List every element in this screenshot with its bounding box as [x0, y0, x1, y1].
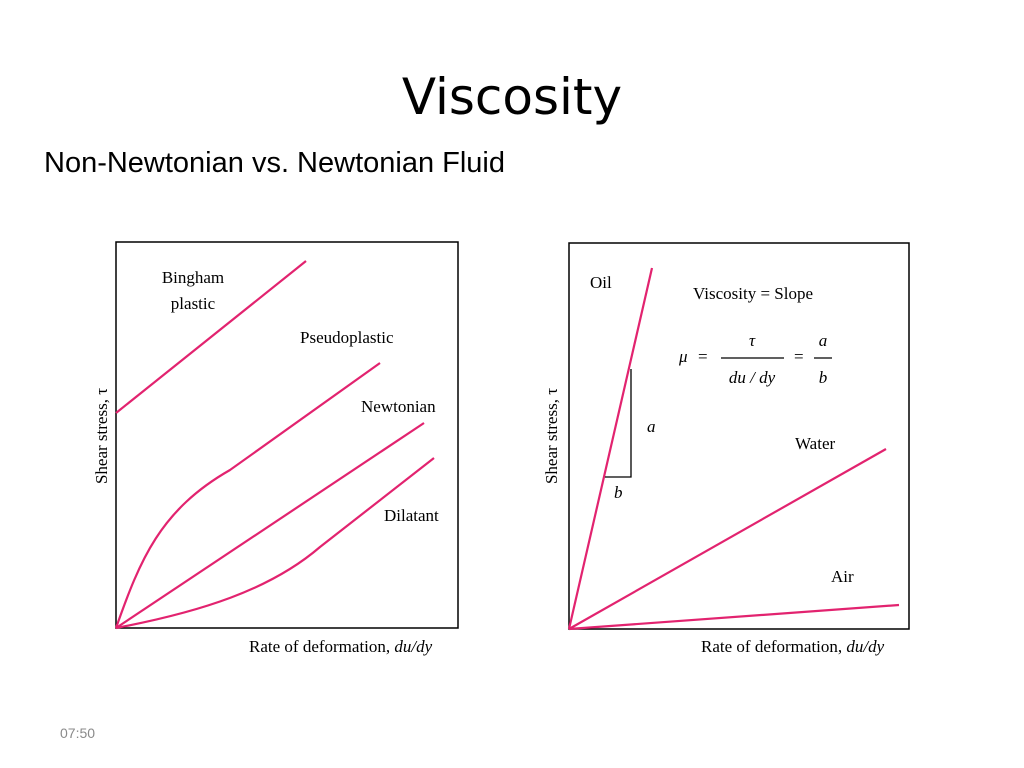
- slide-subtitle: Non-Newtonian vs. Newtonian Fluid: [44, 147, 505, 179]
- slope-triangle: [605, 369, 632, 478]
- bingham-plastic-curve: [115, 260, 307, 414]
- left-x-axis-label-italic: du/dy: [394, 637, 432, 656]
- water-curve: [568, 448, 887, 630]
- formula-du-dy: du / dy: [729, 368, 776, 387]
- viscosity-formula: Viscosity = Slope μ = τ du / dy = a b: [678, 284, 832, 387]
- left-y-axis-label: Shear stress, τ: [92, 388, 111, 484]
- pseudoplastic-label: Pseudoplastic: [300, 328, 394, 347]
- formula-mu: μ: [678, 347, 688, 366]
- water-label: Water: [795, 434, 835, 453]
- left-diagram: Bingham plastic Pseudoplastic Newtonian …: [92, 241, 459, 656]
- bingham-label-line1: Bingham: [162, 268, 224, 287]
- newtonian-curve: [115, 422, 425, 629]
- bingham-label-line2: plastic: [171, 294, 216, 313]
- dilatant-label: Dilatant: [384, 506, 439, 525]
- slope-b-label: b: [614, 483, 623, 502]
- formula-equals-2: =: [794, 347, 804, 366]
- oil-label: Oil: [590, 273, 612, 292]
- pseudoplastic-curve: [114, 362, 381, 629]
- footer-time: 07:50: [60, 725, 96, 741]
- dilatant-curve: [115, 457, 435, 630]
- left-x-axis-label: Rate of deformation, du/dy: [249, 637, 433, 656]
- air-label: Air: [831, 567, 854, 586]
- formula-a: a: [819, 331, 828, 350]
- formula-equals-1: =: [698, 347, 708, 366]
- left-x-axis-label-text: Rate of deformation,: [249, 637, 390, 656]
- formula-heading: Viscosity = Slope: [693, 284, 813, 303]
- right-x-axis-label-italic: du/dy: [846, 637, 884, 656]
- right-x-axis-label-text: Rate of deformation,: [701, 637, 842, 656]
- right-frame: [568, 242, 910, 630]
- right-x-axis-label: Rate of deformation, du/dy: [701, 637, 885, 656]
- slope-a-label: a: [647, 417, 656, 436]
- oil-curve: [567, 267, 654, 630]
- right-y-axis-label: Shear stress, τ: [542, 388, 561, 484]
- formula-b: b: [819, 368, 828, 387]
- slide-title: Viscosity: [401, 68, 623, 126]
- newtonian-label: Newtonian: [361, 397, 436, 416]
- formula-tau: τ: [749, 331, 756, 350]
- right-diagram: a b Oil Water Air Viscosity = Slope μ = …: [542, 242, 910, 656]
- air-curve: [568, 603, 900, 631]
- left-frame: [115, 241, 459, 629]
